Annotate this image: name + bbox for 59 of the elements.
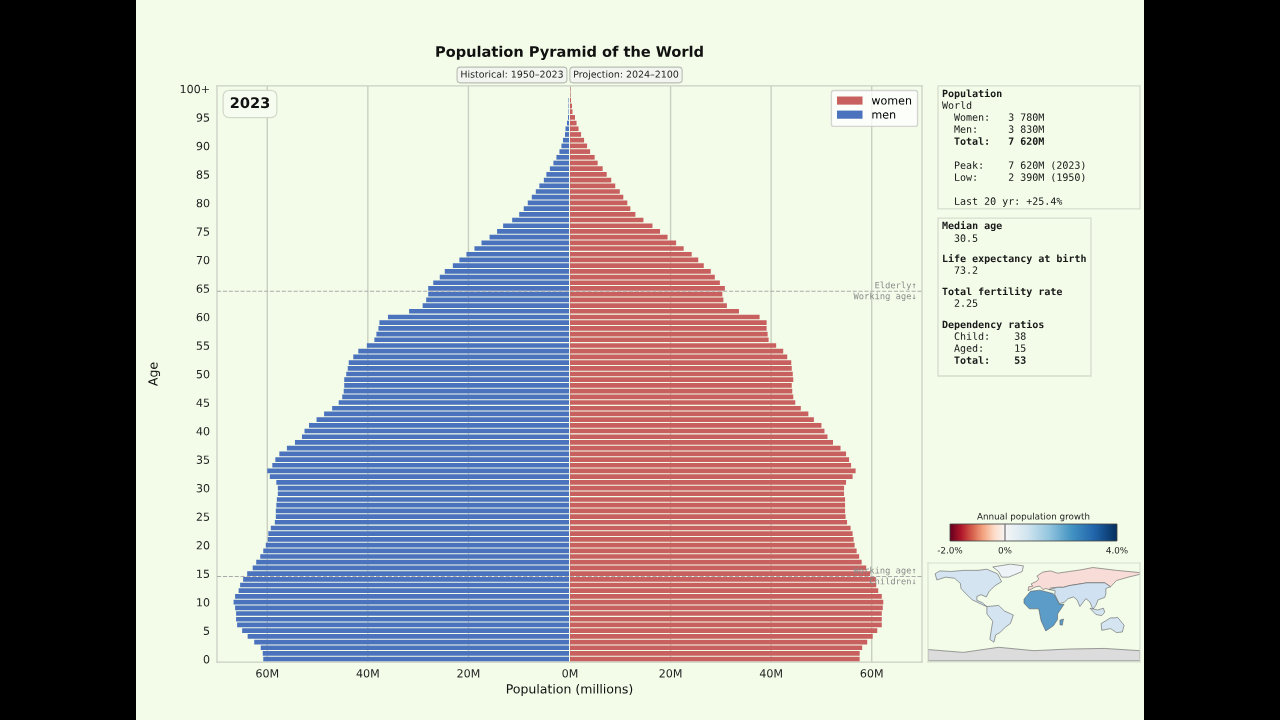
text: Total: 7 620M: [954, 137, 1044, 145]
y-tick-label: 20: [196, 541, 210, 550]
chart-title: Population Pyramid of the World: [436, 45, 703, 60]
x-tick-label: 40M: [759, 669, 782, 678]
text: Low: 2 390M (1950): [955, 173, 1085, 183]
y-tick-label: 95: [196, 113, 210, 122]
y-tick-label: 45: [196, 398, 210, 407]
text: Aged: 15: [954, 344, 1026, 354]
text: Life expectancy at birth: [943, 253, 1086, 265]
y-tick-label: 25: [196, 512, 210, 521]
text: Men: 3 830M: [954, 125, 1044, 133]
text: Population: [942, 88, 1002, 100]
y-tick-label: 35: [196, 455, 210, 464]
y-tick-label: 100+: [180, 84, 209, 94]
y-tick-label: 75: [196, 227, 210, 236]
x-axis-title: Population (millions): [506, 683, 633, 696]
y-tick-label: 55: [196, 341, 210, 350]
text: Projection: 2024–2100: [574, 70, 679, 80]
x-tick-label: 20M: [457, 669, 480, 678]
x-tick-label: 20M: [659, 669, 682, 678]
y-tick-label: 5: [203, 626, 210, 636]
text: Total: 53: [954, 356, 1026, 364]
text: Historical: 1950–2023: [461, 70, 563, 78]
text: Peak: 7 620M (2023): [954, 161, 1085, 171]
y-tick-label: 10: [197, 598, 210, 607]
text: 4.0%: [1106, 546, 1128, 554]
text: Child: 38: [954, 332, 1026, 340]
legend-label: men: [872, 112, 896, 119]
x-tick-label: 40M: [356, 669, 379, 678]
y-tick-label: 0: [203, 655, 210, 664]
text: 30.5: [954, 234, 978, 242]
annotation: 2023: [230, 97, 270, 109]
y-tick-label: 85: [196, 170, 210, 179]
text: 2.25: [954, 299, 978, 307]
text: 73.2: [954, 266, 978, 274]
y-tick-label: 60: [196, 312, 210, 322]
text: Total fertility rate: [942, 286, 1062, 298]
text: Median age: [942, 220, 1002, 232]
y-axis-title: Age: [148, 362, 161, 386]
y-tick-label: 80: [196, 198, 210, 208]
y-tick-label: 90: [196, 141, 210, 151]
text: 0%: [998, 546, 1012, 554]
y-tick-label: 40: [196, 427, 210, 436]
legend-label: women: [871, 98, 912, 105]
x-tick-label: 0M: [562, 669, 578, 678]
text: Last 20 yr: +25.4%: [955, 197, 1063, 207]
y-tick-label: 30: [196, 484, 210, 493]
text: Dependency ratios: [942, 319, 1044, 331]
x-tick-label: 60M: [256, 669, 279, 678]
y-tick-label: 65: [196, 284, 210, 293]
x-tick-label: 60M: [860, 669, 883, 678]
ref-line-label: Elderly↑ Working age↓: [853, 281, 916, 302]
y-tick-label: 15: [197, 569, 210, 578]
text: Annual population growth: [977, 512, 1090, 522]
y-tick-label: 50: [196, 369, 210, 379]
text: World: [942, 101, 972, 109]
y-tick-label: 70: [196, 255, 210, 265]
text: Women: 3 780M: [954, 113, 1044, 121]
text: -2.0%: [937, 546, 963, 554]
